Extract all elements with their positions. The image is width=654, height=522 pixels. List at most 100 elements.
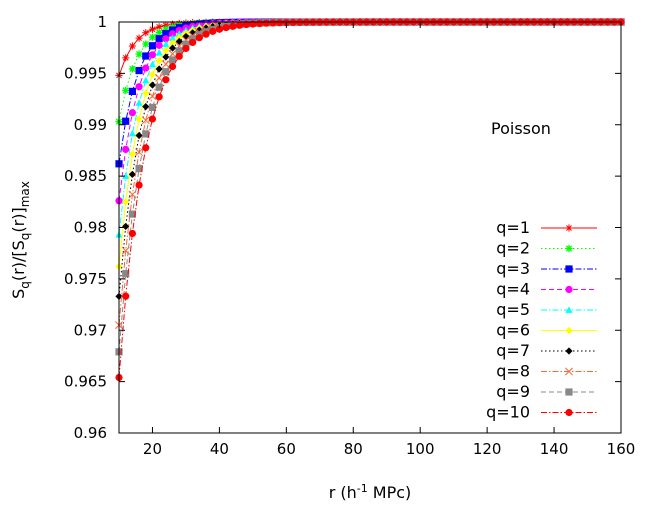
data-point (135, 66, 143, 75)
data-point (135, 181, 143, 189)
data-point (148, 92, 157, 101)
data-point (128, 109, 136, 117)
data-point (128, 42, 136, 50)
data-point (155, 49, 163, 56)
legend-label: q=10 (486, 403, 530, 422)
data-point (122, 86, 130, 94)
x-tick-label: 60 (277, 440, 296, 458)
legend: q=1 q=2q=3 q=4q=5 q=6q=7 q=8q=9 q=10 (486, 218, 597, 422)
data-point (142, 29, 150, 37)
data-point (168, 44, 177, 52)
y-tick-label: 0.975 (64, 270, 107, 288)
data-point (565, 388, 573, 396)
legend-label: q=9 (496, 382, 530, 401)
data-point (168, 49, 177, 58)
data-point (142, 64, 150, 72)
series-q-4 (115, 18, 625, 205)
data-point (122, 270, 130, 278)
data-point (141, 116, 150, 125)
data-point (565, 244, 573, 253)
y-tick-label: 0.985 (64, 167, 107, 185)
data-point (155, 56, 163, 65)
data-point (168, 56, 177, 64)
data-point (565, 408, 573, 417)
data-point (148, 33, 157, 41)
data-point (222, 23, 230, 32)
y-tick-label: 1 (97, 13, 107, 31)
data-point (122, 222, 130, 231)
legend-label: q=6 (496, 321, 530, 340)
legend-label: q=1 (496, 218, 530, 237)
data-point (155, 83, 163, 91)
data-point (128, 170, 136, 178)
series-line (118, 21, 621, 326)
data-point (135, 131, 143, 140)
data-point (128, 150, 136, 158)
series-q-6 (115, 18, 625, 271)
data-point (148, 115, 157, 123)
data-point (255, 19, 264, 28)
x-tick-label: 160 (607, 440, 636, 458)
data-point (215, 25, 223, 33)
data-point (128, 87, 136, 96)
data-point (175, 52, 183, 60)
y-tick-label: 0.965 (64, 373, 107, 391)
data-point (155, 65, 163, 73)
data-point (128, 65, 136, 73)
data-point (148, 42, 157, 50)
data-point (122, 117, 130, 125)
data-point (148, 103, 157, 111)
data-point (142, 144, 150, 152)
series-line (118, 21, 621, 352)
data-point (168, 62, 177, 71)
y-tick-label: 0.99 (74, 116, 107, 134)
series-q-9 (115, 18, 625, 356)
data-point (175, 33, 183, 41)
legend-label: q=8 (496, 362, 530, 381)
data-point (135, 50, 143, 58)
data-point (175, 47, 183, 55)
data-point (142, 76, 150, 84)
data-point (229, 22, 237, 30)
data-point (128, 129, 136, 137)
data-point (276, 19, 284, 27)
data-point (168, 39, 177, 47)
data-point (135, 34, 143, 42)
data-point (175, 30, 183, 37)
y-tick-label: 0.995 (64, 64, 107, 82)
data-point (175, 37, 183, 46)
data-point (148, 51, 157, 59)
series-line (118, 21, 621, 267)
data-point (155, 23, 163, 31)
data-point (189, 38, 197, 47)
data-point (162, 25, 170, 33)
data-point (148, 81, 157, 89)
y-axis-label: Sq(r)/[Sq(r)]max (9, 181, 32, 299)
series-line (118, 21, 621, 201)
data-point (135, 148, 144, 157)
data-point (182, 40, 190, 48)
data-point (162, 76, 170, 84)
data-point (565, 367, 573, 376)
plot-marks (115, 18, 625, 382)
data-point (148, 25, 157, 33)
data-point (142, 130, 150, 138)
data-point (249, 20, 257, 28)
data-point (182, 44, 190, 53)
y-tick-label: 0.98 (74, 219, 107, 237)
data-point (122, 172, 130, 179)
data-point (195, 34, 203, 42)
x-tick-label: 100 (406, 440, 435, 458)
data-point (162, 53, 170, 61)
x-tick-label: 40 (210, 440, 229, 458)
data-point (565, 285, 573, 294)
data-point (148, 60, 157, 68)
data-point (135, 115, 143, 123)
data-point (235, 21, 244, 29)
data-point (242, 20, 250, 29)
data-point (135, 99, 143, 106)
data-point (155, 41, 163, 49)
data-point (202, 30, 210, 38)
x-tick-label: 20 (143, 440, 162, 458)
